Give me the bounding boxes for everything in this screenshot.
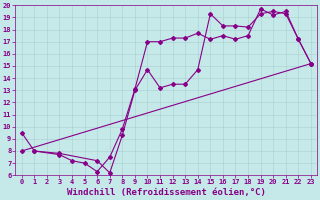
X-axis label: Windchill (Refroidissement éolien,°C): Windchill (Refroidissement éolien,°C): [67, 188, 266, 197]
